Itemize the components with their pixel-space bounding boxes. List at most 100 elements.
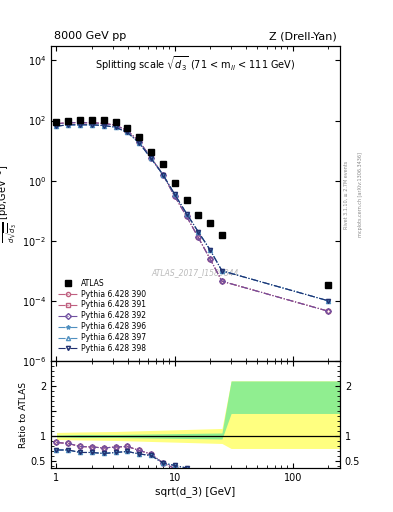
ATLAS xyxy=(220,232,224,239)
ATLAS xyxy=(196,212,200,219)
Pythia 6.428 396 xyxy=(208,247,212,253)
Pythia 6.428 398 xyxy=(173,191,177,198)
ATLAS xyxy=(137,134,141,140)
Pythia 6.428 398 xyxy=(78,122,83,128)
Pythia 6.428 397 xyxy=(160,172,165,178)
Text: Rivet 3.1.10, ≥ 2.7M events: Rivet 3.1.10, ≥ 2.7M events xyxy=(344,160,349,229)
Pythia 6.428 390 xyxy=(101,120,106,126)
Pythia 6.428 392 xyxy=(173,193,177,199)
ATLAS xyxy=(125,124,130,131)
Pythia 6.428 396 xyxy=(66,122,71,128)
Pythia 6.428 392 xyxy=(196,234,200,241)
Pythia 6.428 390 xyxy=(66,120,71,126)
Pythia 6.428 396 xyxy=(160,172,165,178)
Pythia 6.428 390 xyxy=(149,155,153,161)
Pythia 6.428 398 xyxy=(101,122,106,129)
Pythia 6.428 391 xyxy=(137,138,141,144)
Line: Pythia 6.428 391: Pythia 6.428 391 xyxy=(54,120,331,313)
Pythia 6.428 392 xyxy=(125,127,130,134)
Pythia 6.428 391 xyxy=(54,121,59,127)
ATLAS xyxy=(173,180,177,186)
Pythia 6.428 390 xyxy=(125,127,130,134)
Pythia 6.428 392 xyxy=(90,120,94,126)
Pythia 6.428 396 xyxy=(125,130,130,136)
Pythia 6.428 398 xyxy=(208,247,212,253)
Line: Pythia 6.428 392: Pythia 6.428 392 xyxy=(54,120,331,313)
Pythia 6.428 398 xyxy=(184,210,189,217)
ATLAS xyxy=(184,197,189,203)
Pythia 6.428 391 xyxy=(90,120,94,126)
Pythia 6.428 398 xyxy=(54,123,59,129)
Line: Pythia 6.428 398: Pythia 6.428 398 xyxy=(54,123,331,303)
Pythia 6.428 392 xyxy=(160,172,165,178)
Pythia 6.428 391 xyxy=(196,234,200,241)
Pythia 6.428 391 xyxy=(149,155,153,161)
Pythia 6.428 391 xyxy=(173,193,177,199)
Pythia 6.428 391 xyxy=(125,127,130,134)
Pythia 6.428 392 xyxy=(66,120,71,126)
Pythia 6.428 392 xyxy=(137,138,141,144)
Pythia 6.428 390 xyxy=(196,234,200,241)
Pythia 6.428 392 xyxy=(113,122,118,128)
Line: Pythia 6.428 396: Pythia 6.428 396 xyxy=(54,123,331,303)
Pythia 6.428 398 xyxy=(90,122,94,128)
Line: Pythia 6.428 397: Pythia 6.428 397 xyxy=(54,123,331,303)
ATLAS xyxy=(208,220,212,226)
Pythia 6.428 397 xyxy=(326,298,331,304)
Pythia 6.428 396 xyxy=(137,140,141,146)
Pythia 6.428 391 xyxy=(208,256,212,262)
Y-axis label: Ratio to ATLAS: Ratio to ATLAS xyxy=(19,382,28,447)
Line: ATLAS: ATLAS xyxy=(54,117,331,287)
Pythia 6.428 397 xyxy=(101,122,106,129)
Pythia 6.428 392 xyxy=(78,120,83,126)
Pythia 6.428 397 xyxy=(184,210,189,217)
X-axis label: sqrt(d_3) [GeV]: sqrt(d_3) [GeV] xyxy=(155,486,236,497)
Pythia 6.428 392 xyxy=(101,120,106,126)
Pythia 6.428 396 xyxy=(78,122,83,128)
Pythia 6.428 398 xyxy=(66,122,71,128)
Pythia 6.428 391 xyxy=(184,213,189,219)
ATLAS xyxy=(149,149,153,155)
Pythia 6.428 390 xyxy=(326,308,331,314)
Pythia 6.428 398 xyxy=(196,229,200,235)
ATLAS xyxy=(66,117,71,123)
Pythia 6.428 396 xyxy=(326,298,331,304)
Text: 8000 GeV pp: 8000 GeV pp xyxy=(54,31,126,41)
Pythia 6.428 396 xyxy=(196,229,200,235)
Pythia 6.428 390 xyxy=(137,138,141,144)
Text: mcplots.cern.ch [arXiv:1306.3436]: mcplots.cern.ch [arXiv:1306.3436] xyxy=(358,152,363,237)
Pythia 6.428 392 xyxy=(220,278,224,284)
Pythia 6.428 391 xyxy=(101,120,106,126)
Pythia 6.428 396 xyxy=(90,122,94,128)
Pythia 6.428 397 xyxy=(220,268,224,274)
Pythia 6.428 398 xyxy=(137,140,141,146)
Pythia 6.428 391 xyxy=(78,120,83,126)
Line: Pythia 6.428 390: Pythia 6.428 390 xyxy=(54,120,331,313)
Pythia 6.428 397 xyxy=(208,247,212,253)
Pythia 6.428 398 xyxy=(220,268,224,274)
Pythia 6.428 390 xyxy=(220,278,224,284)
Pythia 6.428 392 xyxy=(184,213,189,219)
Pythia 6.428 398 xyxy=(125,130,130,136)
Text: ATLAS_2017_I1589844: ATLAS_2017_I1589844 xyxy=(152,268,239,278)
Pythia 6.428 397 xyxy=(66,122,71,128)
Pythia 6.428 390 xyxy=(184,213,189,219)
Pythia 6.428 390 xyxy=(208,256,212,262)
Pythia 6.428 397 xyxy=(78,122,83,128)
Pythia 6.428 392 xyxy=(326,308,331,314)
ATLAS xyxy=(54,119,59,125)
Pythia 6.428 397 xyxy=(113,124,118,130)
Pythia 6.428 398 xyxy=(149,155,153,161)
Pythia 6.428 391 xyxy=(220,278,224,284)
ATLAS xyxy=(78,116,83,122)
Y-axis label: $\frac{d\sigma}{d\sqrt{\overline{d_3}}}$ [pb,GeV$^{-1}$]: $\frac{d\sigma}{d\sqrt{\overline{d_3}}}$… xyxy=(0,164,19,243)
ATLAS xyxy=(326,282,331,288)
ATLAS xyxy=(160,161,165,167)
Pythia 6.428 391 xyxy=(113,122,118,128)
Pythia 6.428 390 xyxy=(173,193,177,199)
Pythia 6.428 397 xyxy=(137,140,141,146)
Pythia 6.428 390 xyxy=(90,120,94,126)
Pythia 6.428 391 xyxy=(160,172,165,178)
Pythia 6.428 397 xyxy=(125,130,130,136)
Pythia 6.428 398 xyxy=(113,124,118,130)
